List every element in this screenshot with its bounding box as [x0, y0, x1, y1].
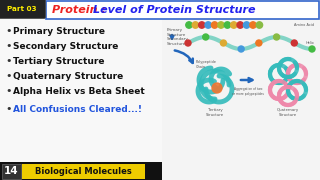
Text: Level of Protein Structure: Level of Protein Structure	[93, 4, 255, 15]
Text: Aggregation of two
or more polypeptides: Aggregation of two or more polypeptides	[232, 87, 264, 96]
Text: Amino Acid: Amino Acid	[294, 23, 314, 27]
Circle shape	[212, 22, 218, 28]
Text: Helix: Helix	[305, 41, 314, 45]
FancyBboxPatch shape	[21, 163, 145, 179]
Text: Polypeptide
Chain: Polypeptide Chain	[196, 60, 217, 69]
Text: Part 03: Part 03	[7, 6, 37, 12]
Circle shape	[224, 22, 231, 28]
Circle shape	[291, 40, 297, 46]
Text: Biological Molecules: Biological Molecules	[35, 166, 132, 176]
Circle shape	[218, 22, 224, 28]
Circle shape	[203, 34, 209, 40]
Circle shape	[250, 22, 256, 28]
Circle shape	[212, 83, 222, 93]
Text: •: •	[5, 56, 12, 66]
Text: Secondary
Structure: Secondary Structure	[167, 37, 189, 46]
Text: Primary Structure: Primary Structure	[13, 26, 105, 35]
Text: Alpha Helix vs Beta Sheet: Alpha Helix vs Beta Sheet	[13, 87, 145, 96]
Text: Secondary Structure: Secondary Structure	[13, 42, 118, 51]
Circle shape	[231, 22, 237, 28]
FancyBboxPatch shape	[2, 163, 20, 179]
FancyBboxPatch shape	[0, 0, 45, 19]
Text: •: •	[5, 86, 12, 96]
Circle shape	[256, 22, 263, 28]
Text: Tertiary
Structure: Tertiary Structure	[206, 108, 224, 117]
Circle shape	[309, 46, 315, 52]
Text: Quaternary
Structure: Quaternary Structure	[277, 108, 299, 117]
Circle shape	[185, 40, 191, 46]
Text: •: •	[5, 104, 12, 114]
Text: •: •	[5, 71, 12, 81]
Text: Protein :: Protein :	[52, 4, 110, 15]
Circle shape	[274, 34, 280, 40]
Circle shape	[205, 22, 212, 28]
Circle shape	[256, 40, 262, 46]
Text: •: •	[5, 41, 12, 51]
Text: Primary
Structure: Primary Structure	[167, 28, 186, 37]
Circle shape	[186, 22, 192, 28]
Circle shape	[237, 22, 244, 28]
Circle shape	[244, 22, 250, 28]
FancyBboxPatch shape	[45, 1, 318, 19]
Text: 14: 14	[4, 166, 18, 176]
FancyBboxPatch shape	[162, 18, 320, 180]
Circle shape	[220, 40, 227, 46]
Circle shape	[199, 22, 205, 28]
Text: Quaternary Structure: Quaternary Structure	[13, 71, 123, 80]
FancyBboxPatch shape	[0, 18, 162, 180]
Text: All Confusions Cleared...!: All Confusions Cleared...!	[13, 105, 142, 114]
Text: •: •	[5, 26, 12, 36]
FancyBboxPatch shape	[0, 162, 162, 180]
Text: Tertiary Structure: Tertiary Structure	[13, 57, 105, 66]
Circle shape	[238, 46, 244, 52]
Circle shape	[192, 22, 199, 28]
